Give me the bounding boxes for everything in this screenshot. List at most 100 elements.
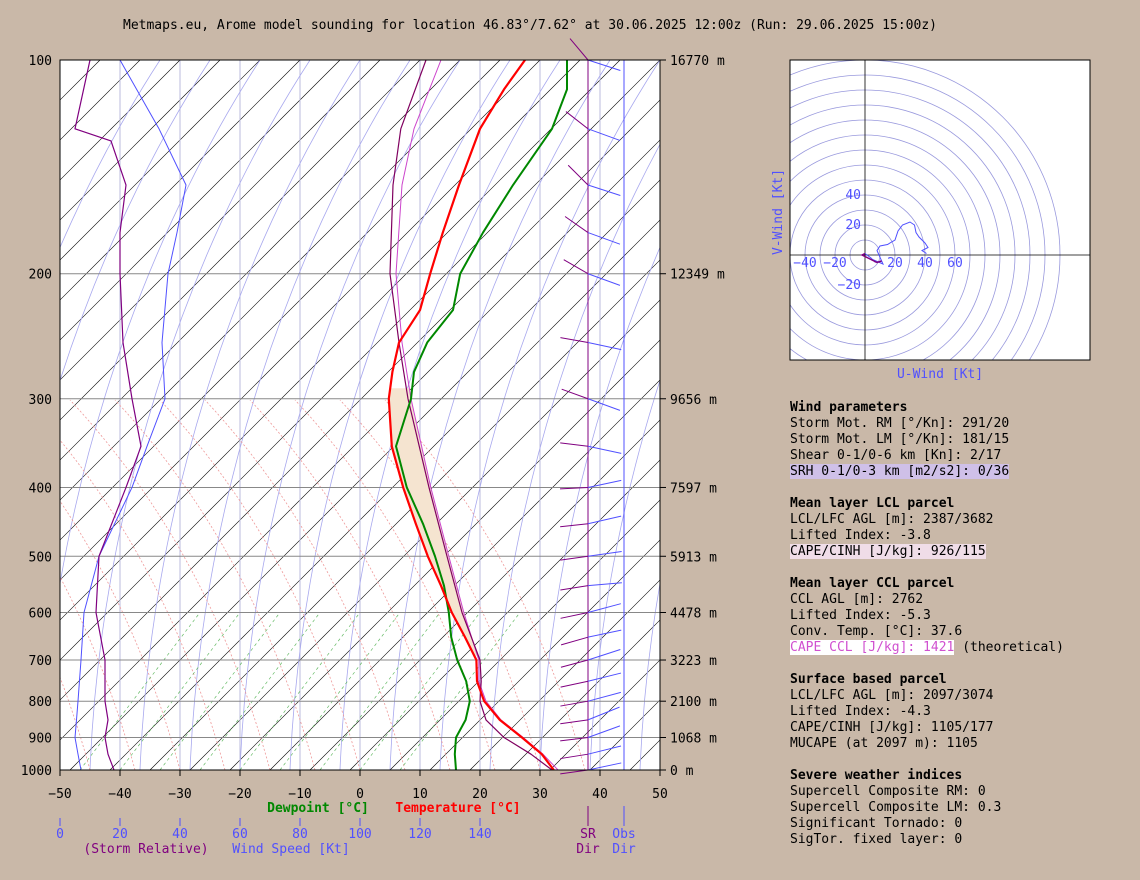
sr-direction-tick (560, 719, 589, 725)
temp-tick-label: −30 (168, 787, 191, 802)
hodograph-v-tick-label: −20 (838, 278, 861, 293)
dry-adiabat (589, 379, 660, 770)
isotherm-line (60, 60, 660, 661)
obs-direction-tick (587, 515, 622, 525)
lcl-parcel-heading: Mean layer LCL parcel (790, 496, 955, 511)
ccl-cape-value: CAPE CCL [J/kg]: 1421 (790, 640, 955, 655)
sr-direction-tick (560, 555, 589, 561)
wind-param-line-2: Storm Mot. LM [°/Kn]: 181/15 (790, 432, 1010, 447)
sb-line-1: LCL/LFC AGL [m]: 2097/3074 (790, 688, 994, 703)
lcl-line-1: LCL/LFC AGL [m]: 2387/3682 (790, 512, 994, 527)
moist-adiabat (294, 399, 496, 770)
height-label: 0 m (670, 764, 694, 779)
ccl-line-2: Lifted Index: -5.3 (790, 608, 931, 623)
ccl-parcel-section: Mean layer CCL parcel CCL AGL [m]: 2762 … (790, 576, 1064, 656)
obs-direction-tick (587, 629, 622, 638)
temp-tick-label: −10 (288, 787, 311, 802)
moist-adiabat (384, 399, 586, 770)
surface-parcel-heading: Surface based parcel (790, 672, 947, 687)
moist-adiabat (114, 399, 316, 770)
sb-line-4: MUCAPE (at 2097 m): 1105 (790, 736, 978, 751)
isotherm-line (60, 60, 341, 341)
surface-parcel-section: Surface based parcel LCL/LFC AGL [m]: 20… (790, 672, 994, 752)
pressure-label: 600 (29, 606, 52, 621)
wind-tick-label: 100 (348, 827, 371, 842)
obs-direction-tick (587, 745, 622, 755)
isotherm-line (60, 60, 461, 461)
obs-direction-tick (587, 342, 622, 351)
lcl-line-2: Lifted Index: -3.8 (790, 528, 931, 543)
pressure-label: 900 (29, 732, 52, 747)
moist-adiabat (249, 399, 451, 770)
sr-direction-tick (560, 659, 589, 668)
wind-tick-label: 80 (292, 827, 308, 842)
obs-direction-tick (587, 649, 621, 661)
ccl-line-3: Conv. Temp. [°C]: 37.6 (790, 624, 963, 639)
isotherm-line (60, 60, 501, 501)
wind-speed-line (74, 60, 187, 770)
temp-tick-label: 50 (652, 787, 668, 802)
obs-direction-tick (587, 603, 621, 613)
obs-direction-tick (587, 479, 622, 488)
obs-direction-tick (587, 128, 621, 141)
isotherm-line (389, 499, 660, 770)
wind-param-line-3: Shear 0-1/0-6 km [Kn]: 2/17 (790, 448, 1002, 463)
dry-adiabat (289, 60, 511, 770)
isotherm-line (60, 60, 621, 621)
moist-adiabat (159, 399, 361, 770)
wind-tick-label: 20 (112, 827, 128, 842)
obs-direction-tick (587, 59, 621, 71)
hodograph-y-label: V-Wind [Kt] (771, 169, 786, 255)
sr-direction-tick (563, 259, 589, 275)
temp-tick-label: −50 (48, 787, 71, 802)
lcl-parcel-section: Mean layer LCL parcel LCL/LFC AGL [m]: 2… (790, 496, 994, 560)
height-label: 5913 m (670, 550, 717, 565)
sr-dir-label: Dir (576, 842, 600, 857)
temp-tick-label: −40 (108, 787, 131, 802)
pressure-label: 100 (29, 54, 52, 69)
isotherm-line (69, 179, 660, 770)
moist-adiabat (69, 399, 271, 770)
sr-direction-tick (560, 700, 589, 707)
hodograph-u-tick-label: 60 (947, 256, 963, 271)
ccl-line-1: CCL AGL [m]: 2762 (790, 592, 924, 607)
hodograph-area (790, 60, 1090, 360)
sr-direction-tick (560, 737, 589, 742)
lcl-cape-value: CAPE/CINH [J/kg]: 926/115 (790, 544, 986, 559)
sr-direction-tick (569, 38, 589, 61)
dewpoint-axis-label: Dewpoint [°C] (267, 801, 369, 816)
severe-line-4: SigTor. fixed layer: 0 (790, 832, 963, 847)
ccl-cape-suffix: (theoretical) (954, 640, 1064, 655)
wind-speed-label: Wind Speed [Kt] (232, 842, 349, 857)
dry-adiabat (639, 581, 660, 770)
obs-dir-label: Dir (612, 842, 636, 857)
severe-line-2: Supercell Composite LM: 0.3 (790, 800, 1002, 815)
severe-weather-heading: Severe weather indices (790, 768, 963, 783)
moist-adiabat (339, 399, 541, 770)
dry-adiabat (89, 60, 311, 770)
isotherm-line (429, 539, 660, 770)
obs-direction-tick (587, 273, 621, 286)
pressure-label: 200 (29, 268, 52, 283)
pressure-label: 300 (29, 393, 52, 408)
moist-adiabat (60, 439, 226, 770)
temperature-axis-label: Temperature [°C] (395, 801, 520, 816)
hodograph-u-tick-label: −20 (823, 256, 846, 271)
isotherm-line (60, 60, 541, 541)
dry-adiabat (60, 60, 161, 249)
isotherm-line (60, 60, 221, 221)
isotherm-line (60, 139, 660, 741)
dry-adiabat (539, 246, 660, 770)
obs-direction-tick (587, 706, 620, 721)
isotherm-line (189, 299, 660, 770)
isotherm-line (60, 60, 301, 301)
moist-adiabat (60, 500, 181, 770)
sr-direction-tick (560, 442, 589, 447)
temperature-line (387, 60, 555, 770)
obs-direction-tick (587, 725, 621, 738)
moist-adiabat (60, 676, 91, 770)
isotherm-line (60, 60, 261, 261)
moist-adiabat (204, 399, 406, 770)
height-label: 9656 m (670, 393, 717, 408)
sr-direction-tick (560, 680, 589, 688)
